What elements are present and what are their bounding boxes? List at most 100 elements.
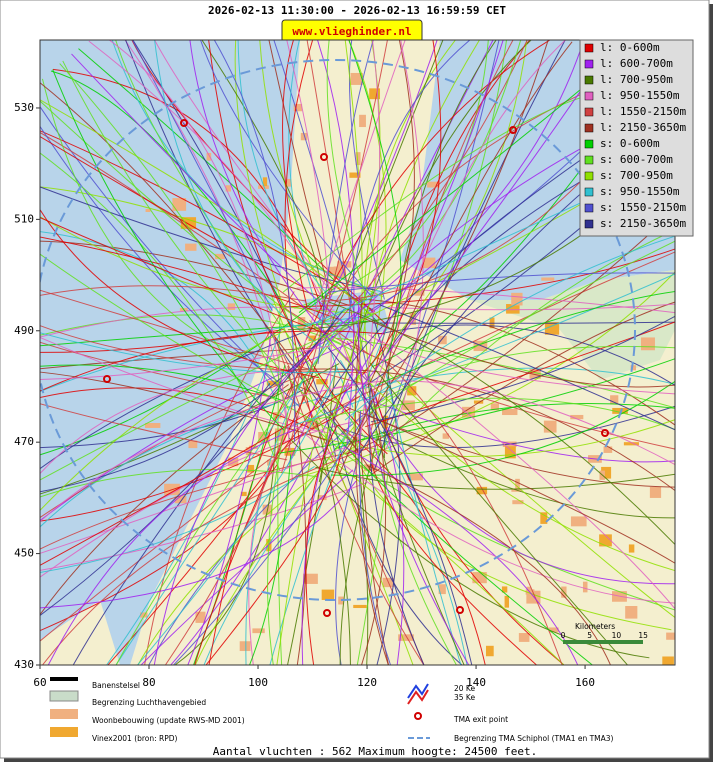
legend-swatch [584, 59, 594, 69]
legend-label: l: 950-1550m [600, 89, 680, 102]
flight-track [40, 386, 353, 566]
legend-label: l: 600-700m [600, 57, 673, 70]
y-tick-label: 490 [14, 324, 34, 337]
urban [438, 584, 446, 595]
flight-track [41, 443, 381, 665]
urban [504, 446, 516, 459]
urban [529, 368, 541, 379]
urban [628, 544, 635, 553]
scale-label: 10 [612, 631, 622, 640]
flight-track [347, 40, 471, 328]
tma-exit-points [103, 119, 609, 617]
legend-label: l: 1550-2150m [600, 105, 686, 118]
legend-label: l: 700-950m [600, 73, 673, 86]
flight-track [111, 40, 385, 294]
flight-track [248, 454, 292, 665]
flight-track [41, 78, 275, 370]
flight-track [203, 435, 346, 665]
legend-label: s: 600-700m [600, 153, 673, 166]
flight-track [346, 210, 675, 455]
urban [640, 337, 655, 351]
urban [333, 266, 346, 279]
urban [145, 208, 151, 212]
flight-track [371, 463, 538, 665]
legend-label: s: 2150-3650m [600, 217, 686, 230]
flight-track [47, 428, 296, 665]
flight-track [337, 424, 486, 665]
flight-track [40, 253, 349, 440]
flight-track [40, 326, 317, 470]
flight-track [40, 289, 367, 385]
flight-track [282, 40, 308, 308]
flight-track [304, 417, 675, 611]
flight-track [40, 384, 289, 616]
urban [407, 473, 423, 481]
flight-track [372, 321, 675, 324]
urban [603, 446, 613, 453]
flight-track [40, 381, 373, 523]
flight-track [322, 40, 381, 447]
flight-track [338, 41, 573, 475]
urban [140, 612, 148, 618]
flight-track [278, 358, 675, 454]
urban [252, 628, 265, 634]
flight-track [326, 40, 368, 301]
flight-track [40, 482, 368, 571]
legend-label: s: 0-600m [600, 137, 660, 150]
urban [363, 464, 378, 472]
flight-track [40, 99, 373, 316]
urban [623, 442, 639, 446]
flight-track [360, 387, 387, 665]
flight-track [40, 341, 272, 398]
legend-label: l: 0-600m [600, 41, 660, 54]
flight-track [330, 380, 675, 476]
y-tick-label: 450 [14, 547, 34, 560]
flight-track [40, 315, 373, 393]
flight-track [344, 405, 675, 449]
flight-track [40, 285, 306, 302]
flight-track [336, 337, 675, 409]
urban [349, 172, 361, 178]
urban [145, 423, 161, 428]
flight-track [387, 427, 675, 585]
flight-track [368, 301, 675, 477]
urban [540, 512, 548, 524]
urban [512, 500, 524, 505]
map-border [39, 39, 676, 666]
flight-track [280, 248, 675, 308]
key-label: TMA exit point [453, 715, 508, 724]
flight-track [115, 40, 367, 440]
flight-track [365, 321, 675, 428]
urban [174, 495, 187, 504]
legend-label: s: 1550-2150m [600, 201, 686, 214]
key-label: Vinex2001 (bron: RPD) [92, 734, 178, 743]
flight-track [373, 40, 566, 471]
scale-label: 5 [587, 631, 592, 640]
map-key: Banenstelsel Begrenzing Luchthavengebied… [49, 677, 614, 743]
urban [300, 132, 308, 141]
x-tick-label: 140 [466, 676, 486, 689]
flight-track [40, 320, 368, 347]
flight-track [194, 377, 315, 665]
flight-track [277, 304, 283, 665]
title: 2026-02-13 11:30:00 - 2026-02-13 16:59:5… [208, 4, 506, 17]
urban [258, 432, 270, 444]
flight-track [200, 40, 374, 299]
flight-track [40, 152, 281, 471]
flight-track [354, 300, 389, 665]
site-link[interactable]: www.vlieghinder.nl [292, 25, 411, 38]
flight-track [286, 40, 332, 394]
scale-label: 15 [638, 631, 648, 640]
flight-track [40, 371, 327, 441]
flight-track [385, 372, 462, 665]
urban [286, 178, 292, 187]
flight-track [208, 347, 315, 665]
urban [490, 403, 499, 411]
flight-track [189, 40, 367, 381]
urban [506, 304, 520, 314]
urban [544, 322, 560, 335]
flight-track [40, 285, 339, 456]
legend-swatch [584, 91, 594, 101]
urban [502, 408, 518, 416]
legend-swatch [584, 219, 594, 229]
